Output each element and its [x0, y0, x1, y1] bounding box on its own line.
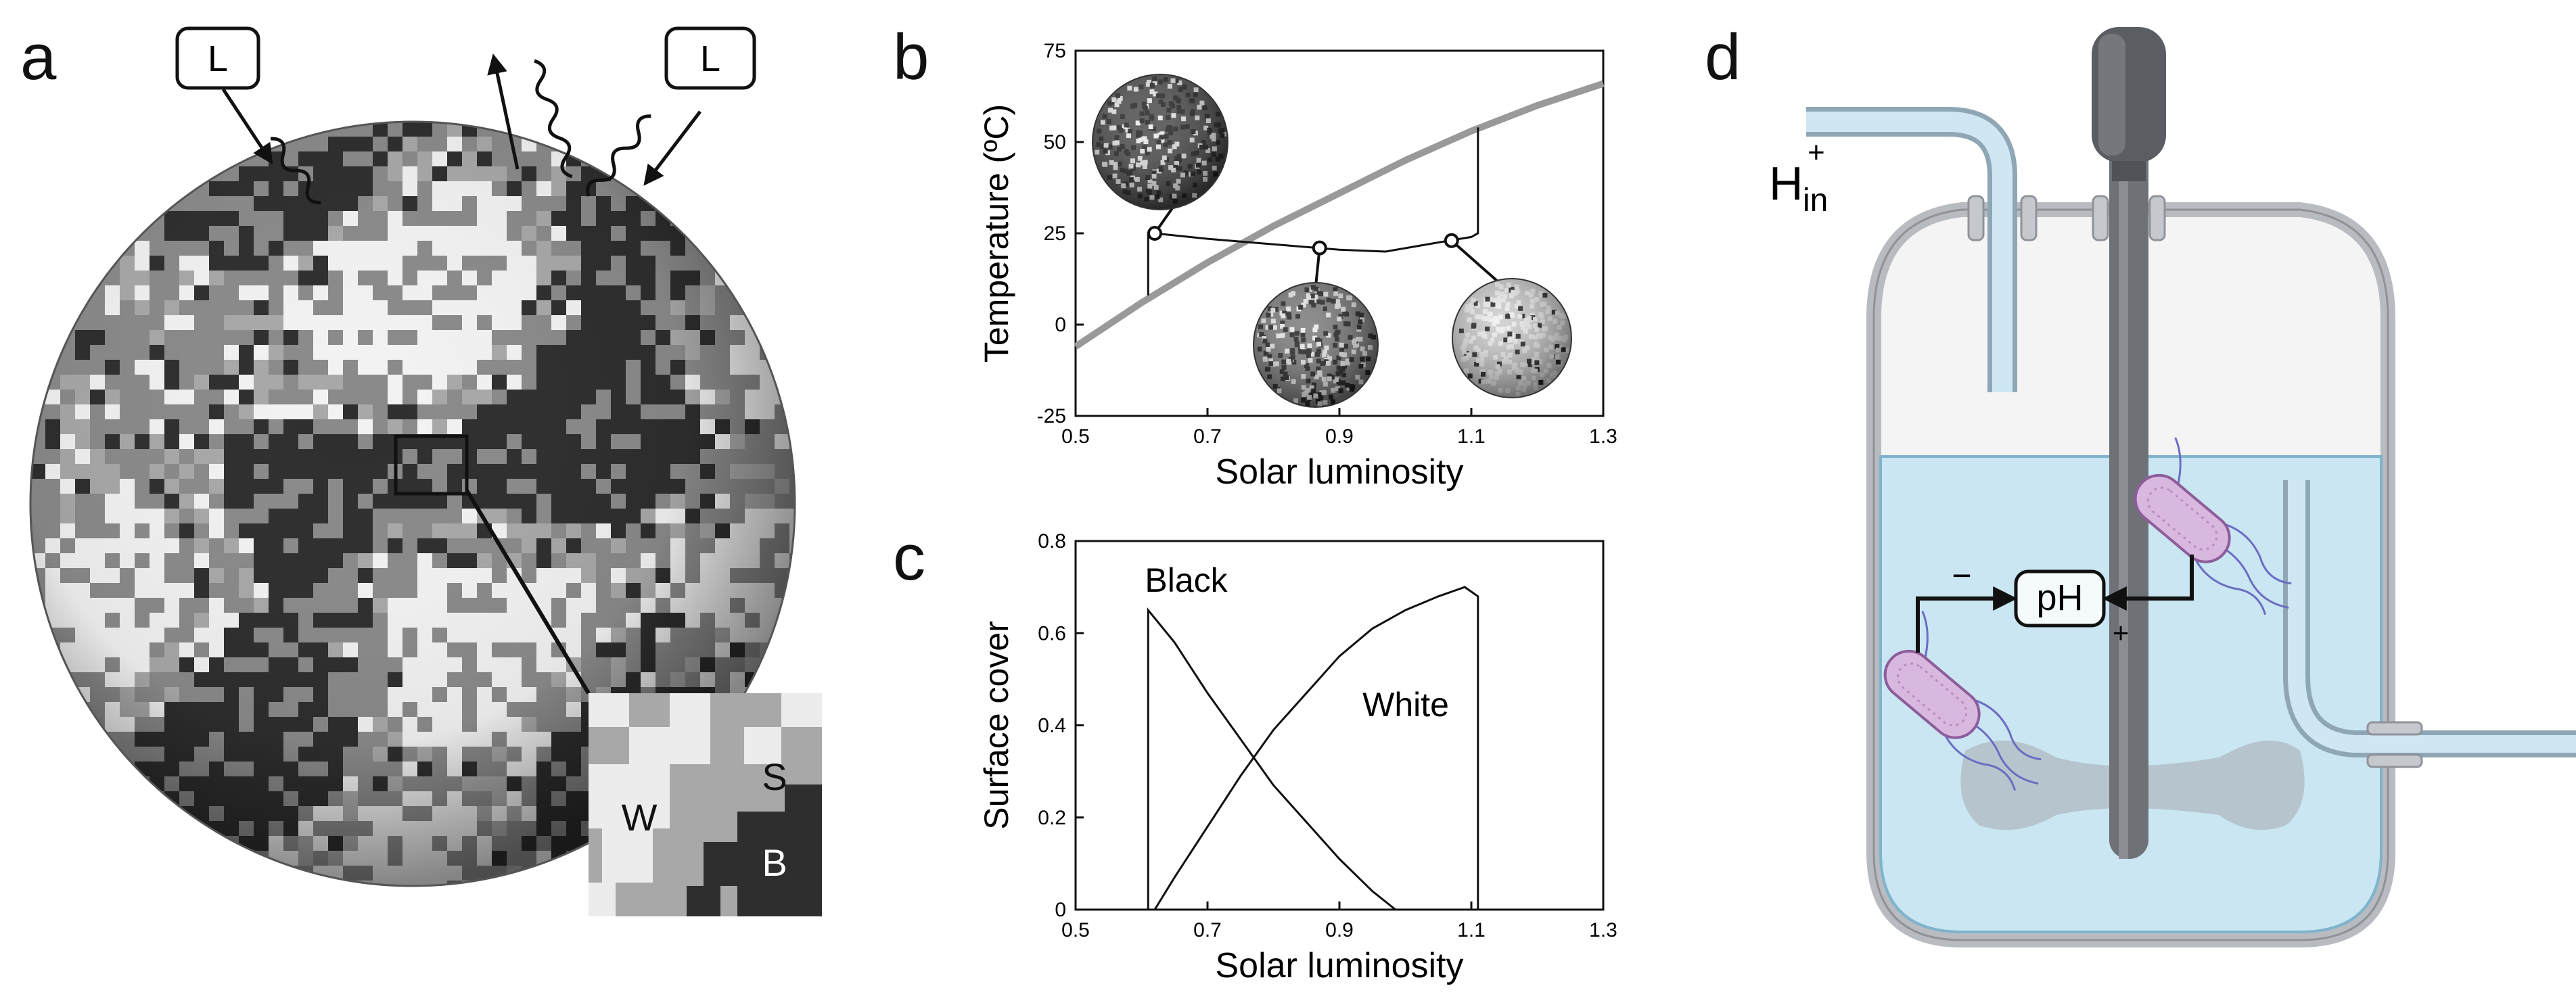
y-tick-label: -25 — [1037, 405, 1066, 427]
x-tick-label: 0.7 — [1193, 425, 1222, 448]
y-axis-label: Surface cover — [978, 621, 1015, 829]
temperature-chart: 0.5 0.7 0.9 1.1 1.3 75 50 25 0 -25 Solar luminosit… — [978, 40, 1617, 492]
reflected-light — [487, 53, 573, 179]
y-tick-label: 0.6 — [1038, 622, 1066, 645]
inset-label-soil: S — [762, 755, 787, 798]
minus-sign: − — [1952, 557, 1971, 594]
panel-letter-c: c — [893, 521, 925, 594]
bacterium-lower — [1883, 611, 2042, 791]
state-marker — [1312, 240, 1327, 256]
zoom-region — [394, 434, 469, 496]
plus-sign: + — [2113, 617, 2130, 649]
bacterium-upper — [2134, 437, 2292, 615]
incoming-light-left: L — [175, 26, 321, 205]
marker-connector — [1450, 239, 1500, 283]
incoming-light-right: L — [586, 26, 756, 197]
y-tick-label: 0.8 — [1038, 530, 1066, 553]
x-axis-label: Solar luminosity — [1215, 452, 1463, 492]
panel-letter-d: d — [1705, 21, 1741, 93]
black-line — [1147, 607, 1396, 911]
x-tick-label: 0.9 — [1325, 919, 1354, 941]
y-tick-label: 0.4 — [1038, 715, 1066, 737]
inlet-label-sup: + — [1808, 136, 1825, 169]
inlet-label-sub: in — [1803, 183, 1828, 218]
y-axis-label: Temperature (ºC) — [978, 104, 1015, 362]
inlet-label: H — [1769, 157, 1803, 210]
x-axis-label: Solar luminosity — [1215, 946, 1463, 985]
y-tick-label: 50 — [1044, 131, 1066, 154]
x-tick-label: 0.5 — [1061, 919, 1090, 941]
ph-label: pH — [2036, 578, 2083, 618]
panel-letter-b: b — [893, 21, 929, 93]
x-tick-label: 0.7 — [1193, 919, 1222, 941]
panel-letter-a: a — [20, 21, 57, 93]
legend-white: White — [1362, 686, 1449, 724]
light-label-left: L — [208, 39, 228, 79]
x-tick-label: 1.3 — [1589, 425, 1617, 448]
x-tick-label: 1.1 — [1457, 425, 1486, 448]
feedback-arrow-left — [1916, 586, 2018, 653]
state-marker — [1147, 226, 1162, 241]
zoom-pointer — [465, 489, 591, 695]
x-tick-label: 1.1 — [1457, 919, 1486, 941]
y-tick-label: 0 — [1055, 314, 1066, 336]
series-0-line — [1074, 80, 1605, 350]
inset-label-black: B — [762, 841, 787, 884]
legend-black: Black — [1145, 561, 1228, 599]
state-marker — [1444, 233, 1459, 248]
y-tick-label: 0 — [1055, 899, 1066, 921]
y-tick-label: 0.2 — [1038, 807, 1066, 829]
x-tick-label: 1.3 — [1589, 919, 1617, 941]
x-tick-label: 0.9 — [1325, 425, 1354, 448]
y-tick-label: 75 — [1044, 40, 1066, 62]
light-label-right: L — [700, 39, 720, 79]
stirrer-rod — [2109, 81, 2148, 859]
white-line — [1153, 586, 1479, 910]
inset-label-white: W — [622, 796, 658, 839]
bioreactor: pH − + H + in — [1769, 27, 2576, 947]
zoom-inset: W S B — [589, 693, 822, 916]
surface-cover-chart: 0.5 0.7 0.9 1.1 1.3 0.8 0.6 0.4 0.2 0 Solar lumino… — [978, 530, 1617, 985]
y-tick-label: 25 — [1044, 223, 1066, 245]
feedback-arrow-right — [2102, 555, 2194, 611]
x-tick-label: 0.5 — [1061, 425, 1090, 448]
